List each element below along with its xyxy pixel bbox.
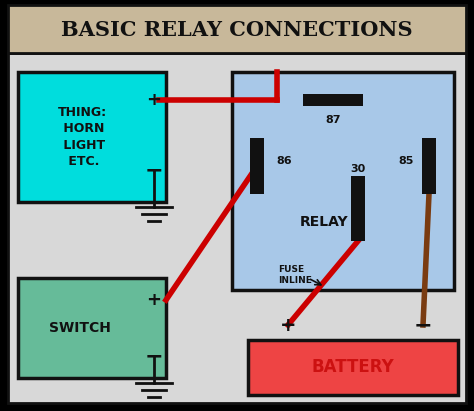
Text: +: +: [146, 91, 162, 109]
Text: SWITCH: SWITCH: [49, 321, 111, 335]
Text: 85: 85: [399, 156, 414, 166]
Text: −: −: [145, 160, 164, 180]
Bar: [422, 138, 436, 194]
Text: −: −: [145, 346, 164, 366]
Text: +: +: [146, 291, 162, 309]
Text: +: +: [280, 316, 296, 335]
Bar: [18, 72, 166, 202]
Bar: [303, 94, 363, 106]
Text: 30: 30: [350, 164, 365, 174]
Bar: [250, 138, 264, 194]
Text: BATTERY: BATTERY: [311, 358, 394, 376]
Text: 87: 87: [325, 115, 341, 125]
Text: −: −: [414, 315, 432, 335]
Bar: [351, 176, 365, 241]
Text: THING:
 HORN
 LIGHT
 ETC.: THING: HORN LIGHT ETC.: [57, 106, 107, 168]
Bar: [8, 5, 466, 53]
Text: FUSE
INLINE: FUSE INLINE: [278, 265, 312, 285]
Text: BASIC RELAY CONNECTIONS: BASIC RELAY CONNECTIONS: [61, 20, 413, 40]
Bar: [18, 278, 166, 378]
Bar: [248, 340, 458, 395]
Bar: [8, 53, 466, 403]
Bar: [232, 72, 454, 290]
Text: RELAY: RELAY: [300, 215, 348, 229]
Text: 86: 86: [276, 156, 292, 166]
